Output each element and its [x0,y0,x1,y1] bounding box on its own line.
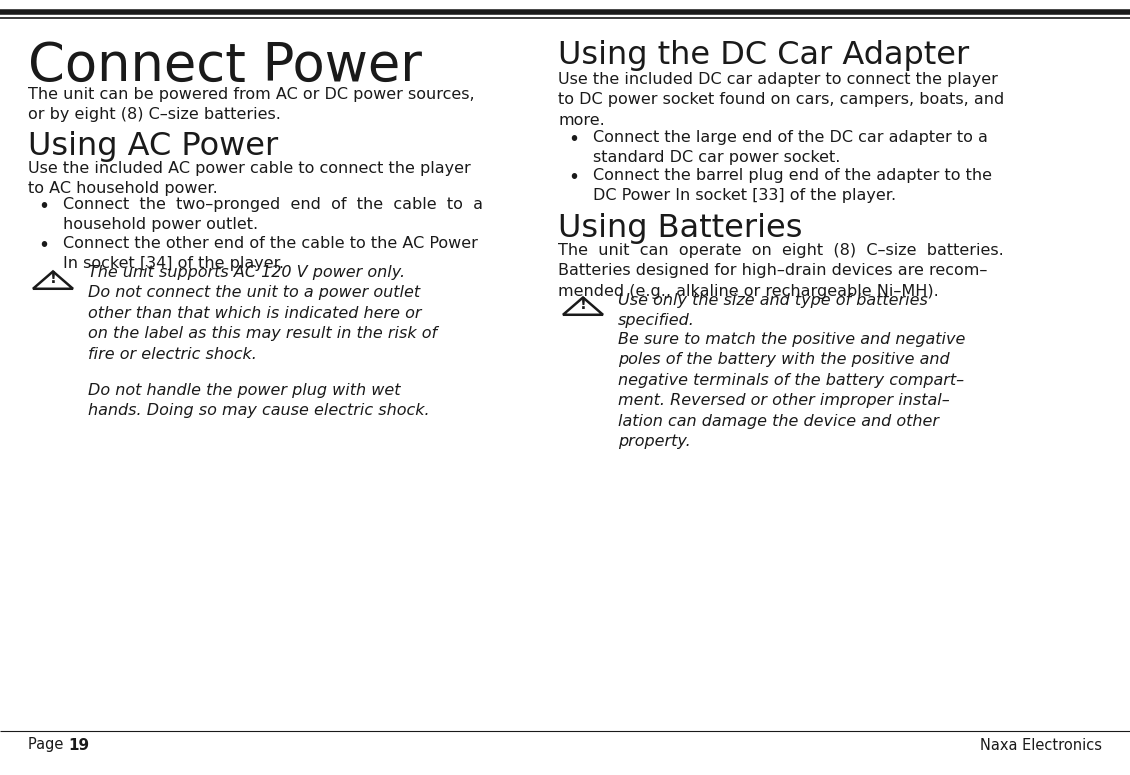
Text: Using AC Power: Using AC Power [28,131,278,162]
Text: Connect the other end of the cable to the AC Power
In socket [34] of the player.: Connect the other end of the cable to th… [63,236,478,271]
Text: !: ! [50,270,57,286]
Text: Do not handle the power plug with wet
hands. Doing so may cause electric shock.: Do not handle the power plug with wet ha… [88,383,429,419]
Text: •: • [38,236,49,255]
Text: Use the included AC power cable to connect the player
to AC household power.: Use the included AC power cable to conne… [28,161,471,196]
Text: Connect Power: Connect Power [28,40,421,92]
Text: Page: Page [28,738,68,753]
Text: Naxa Electronics: Naxa Electronics [980,738,1102,753]
Text: Connect the large end of the DC car adapter to a
standard DC car power socket.: Connect the large end of the DC car adap… [593,130,988,165]
Text: 19: 19 [68,738,89,753]
Text: The unit can be powered from AC or DC power sources,
or by eight (8) C–size batt: The unit can be powered from AC or DC po… [28,87,475,122]
Text: !: ! [580,297,586,312]
Text: The unit supports AC 120 V power only.
Do not connect the unit to a power outlet: The unit supports AC 120 V power only. D… [88,265,437,362]
Text: The  unit  can  operate  on  eight  (8)  C–size  batteries.
Batteries designed f: The unit can operate on eight (8) C–size… [558,243,1003,299]
Text: Connect  the  two–pronged  end  of  the  cable  to  a
household power outlet.: Connect the two–pronged end of the cable… [63,197,483,232]
Text: Use only the size and type of batteries
specified.: Use only the size and type of batteries … [618,293,928,329]
Text: Be sure to match the positive and negative
poles of the battery with the positiv: Be sure to match the positive and negati… [618,332,965,449]
Text: Connect the barrel plug end of the adapter to the
DC Power In socket [33] of the: Connect the barrel plug end of the adapt… [593,168,992,203]
Text: Using the DC Car Adapter: Using the DC Car Adapter [558,40,970,71]
Text: •: • [38,197,49,216]
Text: Use the included DC car adapter to connect the player
to DC power socket found o: Use the included DC car adapter to conne… [558,72,1005,128]
Text: Using Batteries: Using Batteries [558,213,802,244]
Text: •: • [568,130,579,149]
Text: •: • [568,168,579,187]
